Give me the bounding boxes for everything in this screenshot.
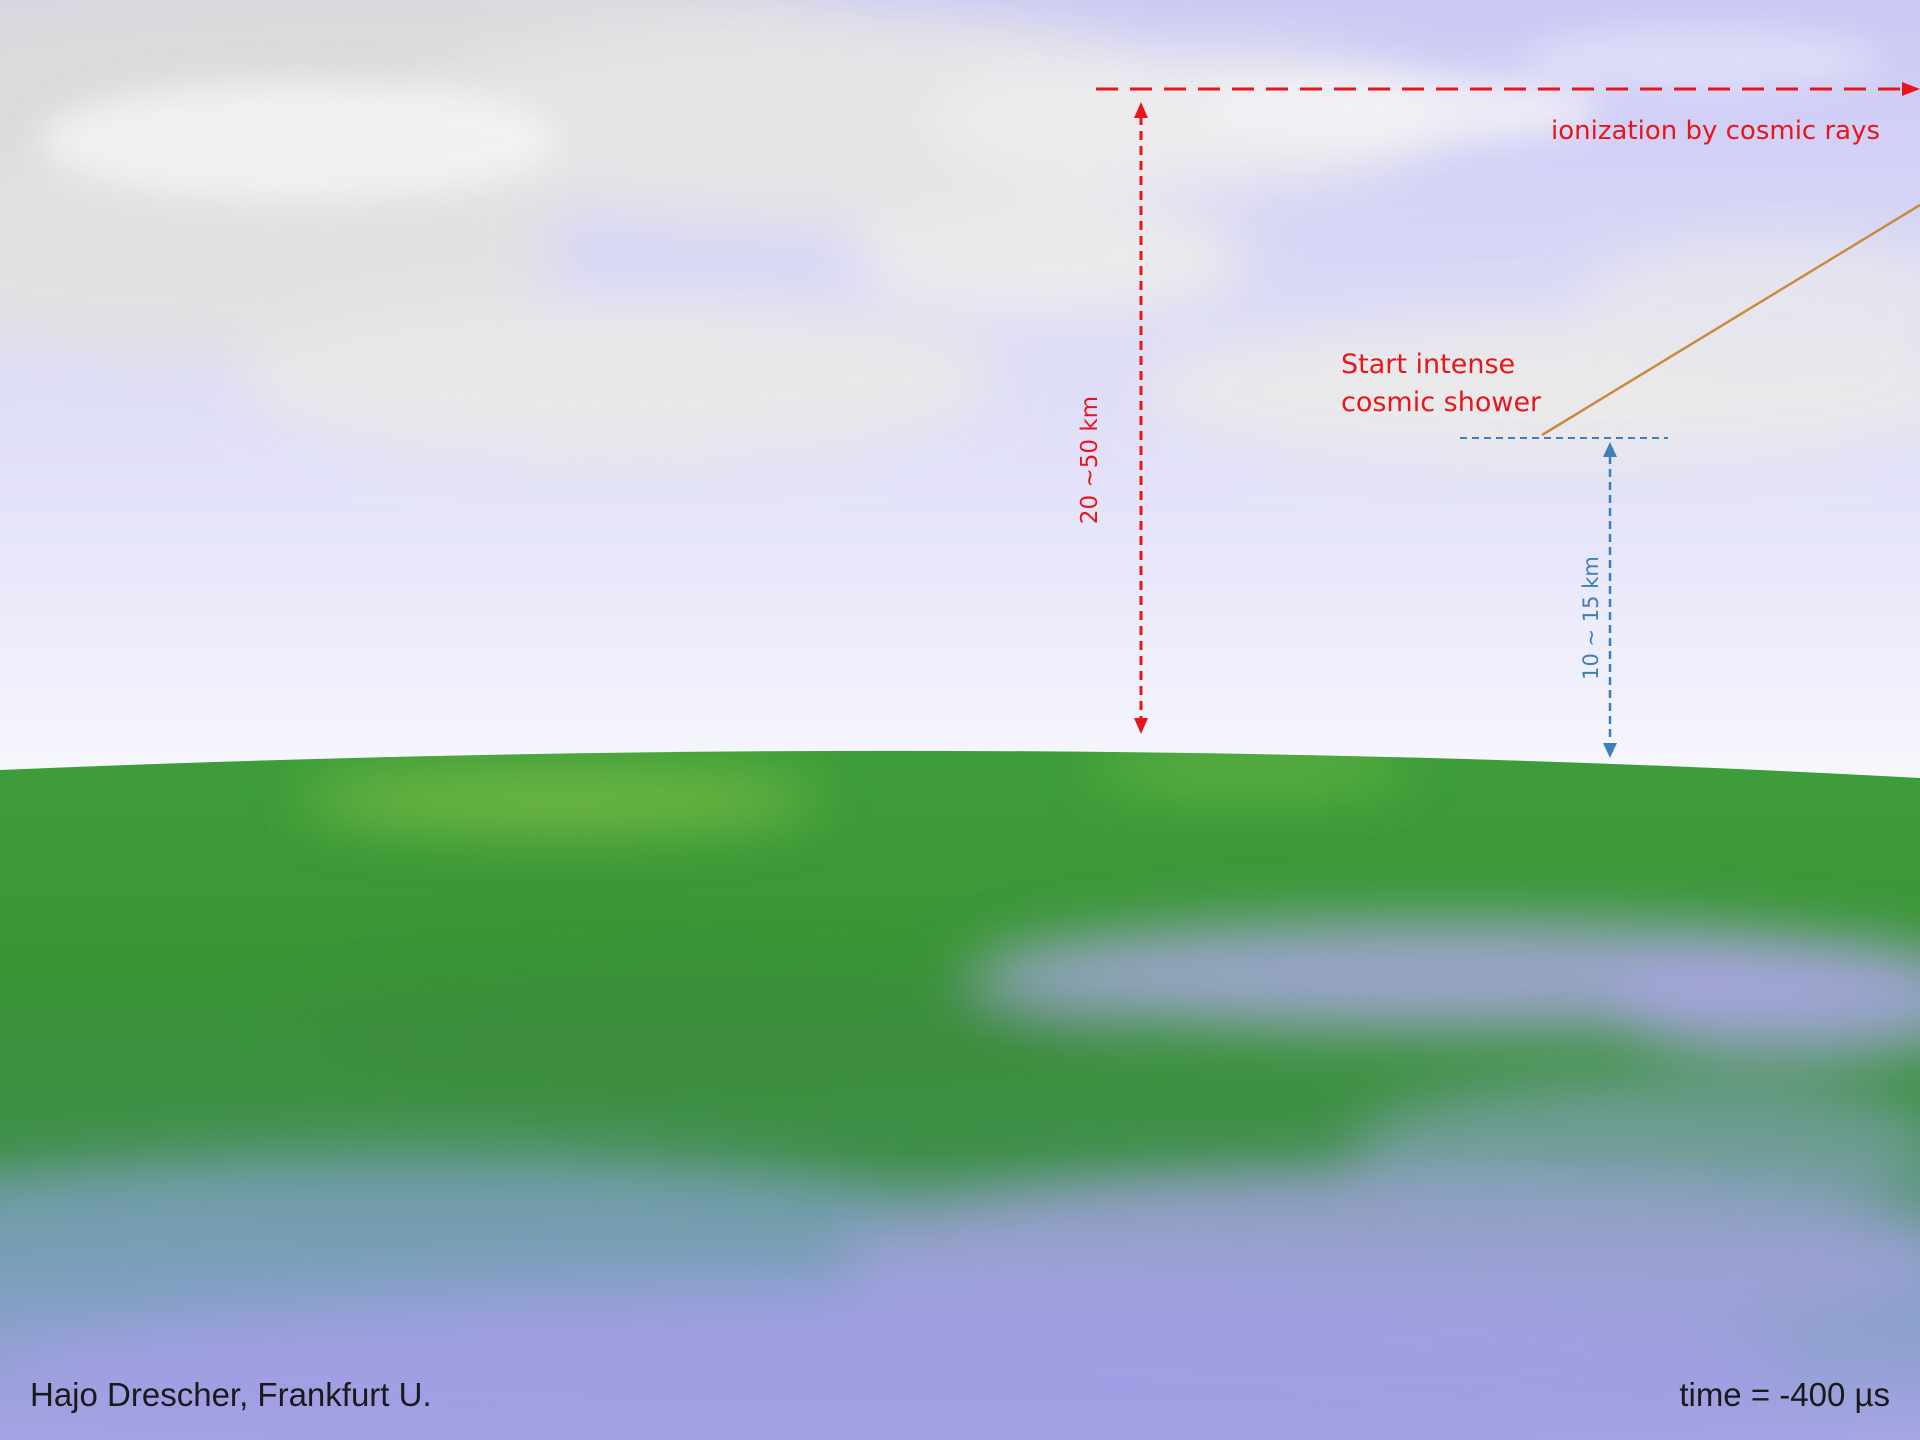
time-readout: time = -400 µs bbox=[1679, 1376, 1890, 1413]
shower-start-line-1: Start intense bbox=[1341, 349, 1516, 380]
shower-altitude-label: 10 ~ 15 km bbox=[1579, 556, 1603, 680]
shower-start-label: Start intense cosmic shower bbox=[1341, 346, 1541, 422]
ionization-height-marker bbox=[1096, 82, 1920, 734]
credit-text: Hajo Drescher, Frankfurt U. bbox=[30, 1376, 432, 1413]
ground bbox=[0, 750, 1920, 1440]
ionization-altitude-label: 20 ~50 km bbox=[1077, 395, 1103, 525]
shower-height-marker bbox=[1460, 437, 1668, 758]
cosmic-ray-track bbox=[1541, 203, 1920, 437]
shower-start-line-2: cosmic shower bbox=[1341, 387, 1542, 418]
ionization-label: ionization by cosmic rays bbox=[1551, 116, 1881, 146]
